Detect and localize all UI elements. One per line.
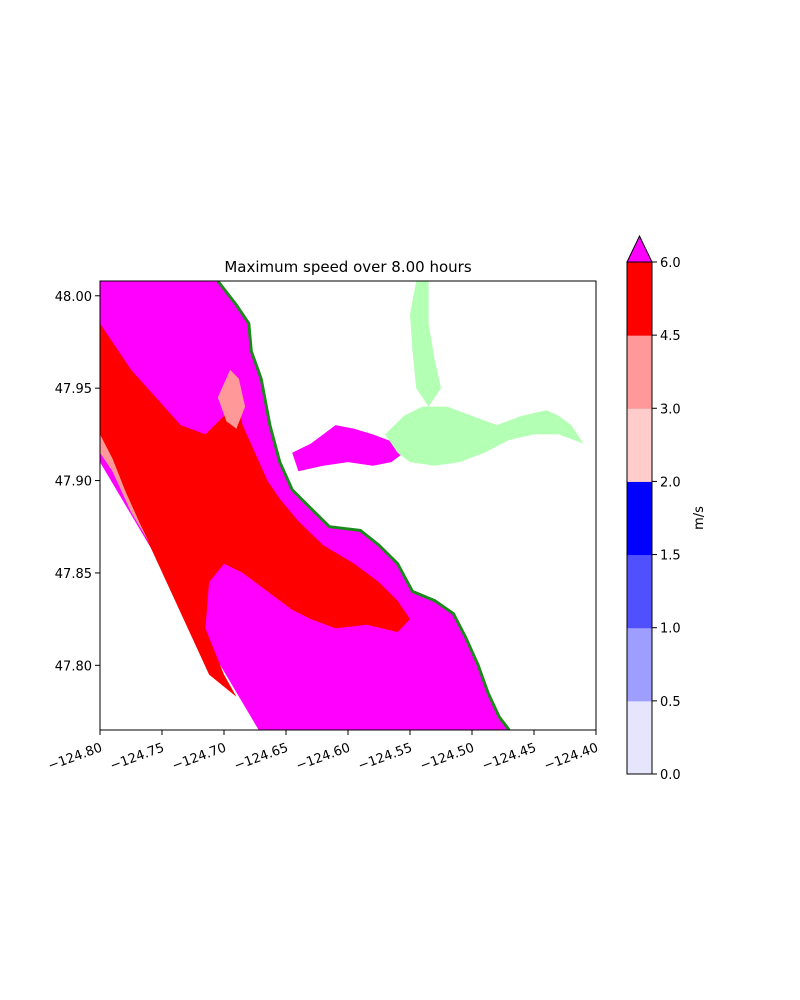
y-tick-label: 47.85	[55, 567, 92, 582]
colorbar-label: m/s	[692, 506, 707, 530]
y-tick-label: 47.90	[55, 475, 92, 490]
colorbar-tick-label: 0.5	[660, 695, 681, 710]
colorbar-tick-label: 3.0	[660, 402, 681, 417]
colorbar-segment	[627, 627, 652, 702]
colorbar-tick-label: 2.0	[660, 475, 681, 490]
colorbar-tick-label: 6.0	[660, 256, 681, 271]
speed-region-3	[217, 369, 246, 429]
colorbar-segment	[627, 481, 652, 556]
speed-region-4	[292, 425, 404, 472]
speed-map	[100, 281, 584, 730]
y-tick-label: 48.00	[55, 290, 92, 305]
speed-region-6	[410, 281, 441, 407]
colorbar-tick-label: 1.5	[660, 549, 681, 564]
colorbar-segment	[627, 700, 652, 775]
y-tick-label: 47.95	[55, 382, 92, 397]
y-axis: 47.80 47.85 47.90 47.95 48.00	[55, 290, 100, 674]
colorbar-segment	[627, 335, 652, 409]
colorbar: 0.0 0.5 1.0 1.5 2.0 3.0 4.5 6.0 m/s	[626, 234, 707, 783]
chart-title: Maximum speed over 8.00 hours	[224, 258, 472, 276]
coastline	[216, 281, 511, 730]
colorbar-tick-label: 1.0	[660, 622, 681, 637]
colorbar-segment	[627, 262, 652, 336]
colorbar-tick-label: 0.0	[660, 768, 681, 783]
speed-region-1	[100, 323, 410, 697]
speed-region-5	[385, 406, 584, 466]
y-tick-label: 47.80	[55, 659, 92, 674]
colorbar-frame	[626, 261, 653, 775]
colorbar-segment	[627, 408, 652, 482]
colorbar-segment	[627, 554, 652, 629]
colorbar-tick-label: 4.5	[660, 329, 681, 344]
speed-region-2	[100, 434, 150, 544]
